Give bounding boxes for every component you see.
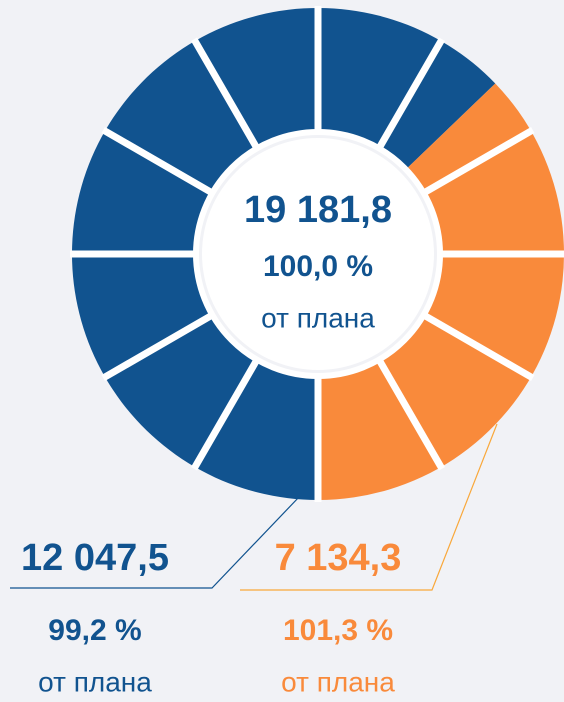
note: от плана [281, 666, 395, 697]
separator [101, 126, 215, 197]
separator [375, 37, 446, 151]
separators [70, 6, 564, 502]
leader-line [10, 495, 301, 589]
separator [421, 126, 535, 197]
separator [101, 311, 215, 382]
center-disc [202, 138, 434, 370]
note: от плана [38, 666, 152, 697]
total-note: от плана [261, 302, 375, 333]
value-label: 12 047,5 [21, 537, 169, 579]
separator [375, 357, 446, 471]
leader-line [240, 423, 498, 591]
percent-label: 99,2 % [48, 614, 141, 647]
total-value: 19 181,8 [244, 189, 392, 231]
total-percent: 100,0 % [263, 250, 373, 283]
value-label: 7 134,3 [275, 537, 402, 579]
separator [190, 357, 261, 471]
separator [421, 311, 535, 382]
separator [190, 37, 261, 151]
inner-ring [193, 129, 443, 379]
percent-label: 101,3 % [283, 614, 393, 647]
slice [318, 83, 564, 500]
